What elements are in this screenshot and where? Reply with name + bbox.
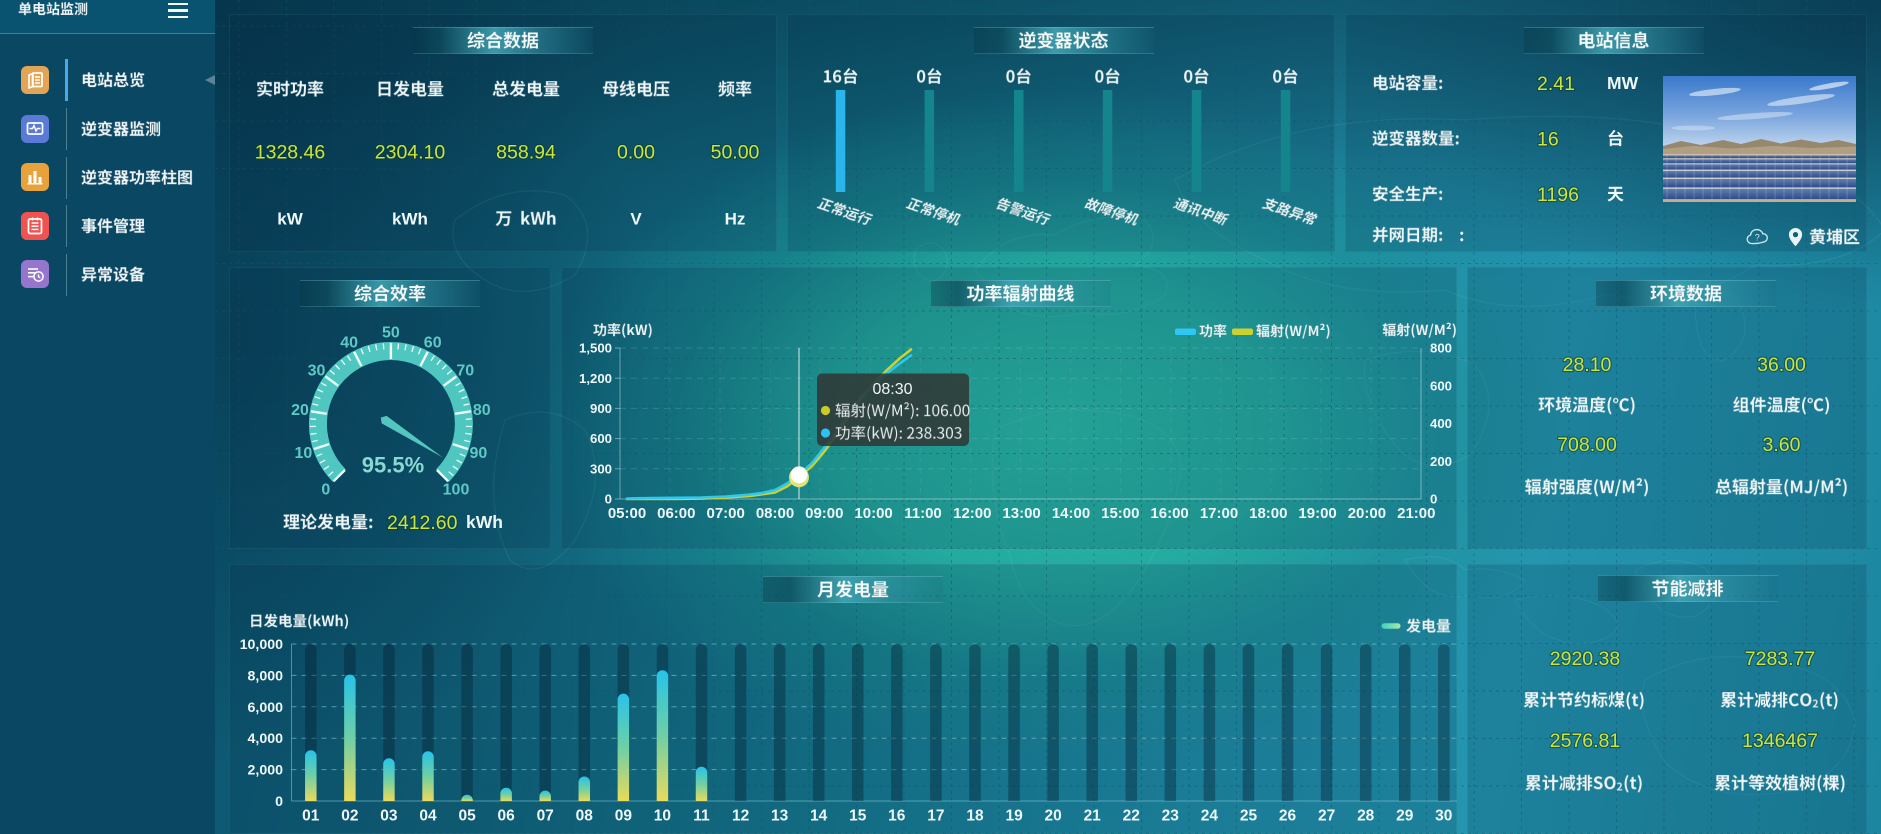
svg-text:?: ? — [1755, 233, 1760, 243]
